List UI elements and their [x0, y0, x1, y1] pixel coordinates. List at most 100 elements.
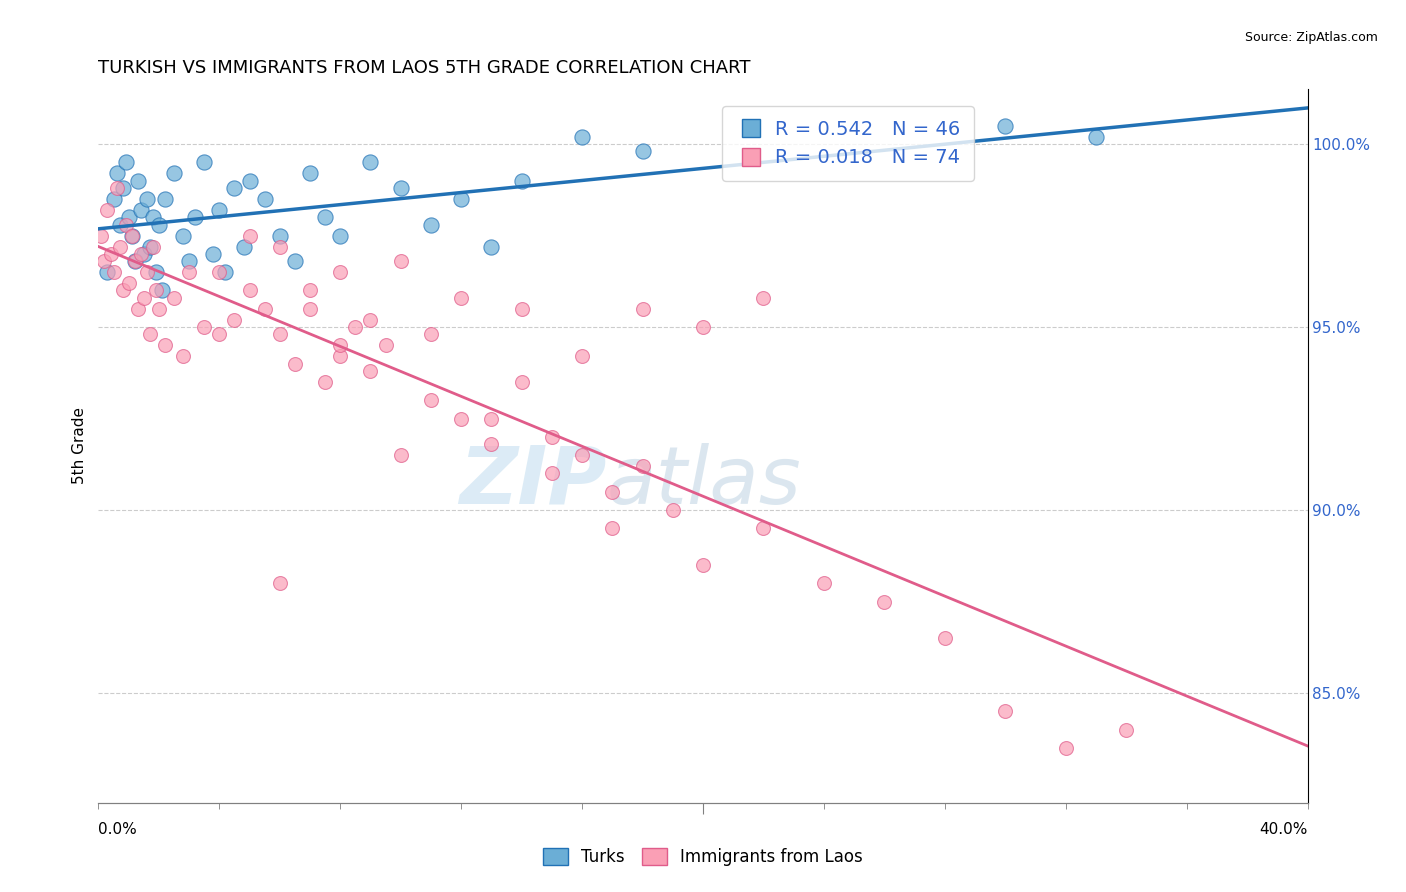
- Point: [631, 301, 654, 316]
- Point: [121, 228, 143, 243]
- Y-axis label: 5th Grade: 5th Grade: [72, 408, 87, 484]
- Point: [105, 181, 128, 195]
- Point: [269, 228, 291, 243]
- Point: [96, 202, 118, 217]
- Point: [118, 211, 141, 225]
- Point: [752, 521, 775, 535]
- Point: [232, 239, 254, 253]
- Point: [510, 174, 533, 188]
- Point: [148, 301, 170, 316]
- Point: [299, 166, 322, 180]
- Point: [114, 218, 136, 232]
- Point: [389, 181, 412, 195]
- Text: Source: ZipAtlas.com: Source: ZipAtlas.com: [1244, 31, 1378, 45]
- Point: [269, 576, 291, 591]
- Point: [108, 239, 131, 253]
- Point: [662, 503, 685, 517]
- Legend: Turks, Immigrants from Laos: Turks, Immigrants from Laos: [537, 841, 869, 873]
- Point: [142, 211, 165, 225]
- Point: [420, 218, 443, 232]
- Point: [172, 349, 194, 363]
- Point: [239, 284, 262, 298]
- Point: [93, 254, 115, 268]
- Point: [253, 301, 276, 316]
- Point: [105, 166, 128, 180]
- Point: [692, 320, 714, 334]
- Point: [389, 448, 412, 462]
- Point: [179, 254, 201, 268]
- Text: atlas: atlas: [606, 442, 801, 521]
- Point: [127, 301, 149, 316]
- Point: [481, 437, 503, 451]
- Point: [129, 202, 152, 217]
- Point: [541, 467, 564, 481]
- Point: [994, 119, 1017, 133]
- Point: [148, 218, 170, 232]
- Point: [163, 166, 186, 180]
- Point: [284, 357, 307, 371]
- Point: [132, 291, 155, 305]
- Point: [1054, 740, 1077, 755]
- Point: [179, 265, 201, 279]
- Point: [420, 393, 443, 408]
- Point: [510, 301, 533, 316]
- Point: [389, 254, 412, 268]
- Point: [571, 129, 593, 144]
- Point: [360, 364, 382, 378]
- Text: 40.0%: 40.0%: [1260, 822, 1308, 837]
- Point: [100, 247, 122, 261]
- Point: [153, 192, 176, 206]
- Point: [481, 239, 503, 253]
- Point: [631, 459, 654, 474]
- Point: [90, 228, 112, 243]
- Point: [139, 327, 162, 342]
- Point: [163, 291, 186, 305]
- Point: [184, 211, 207, 225]
- Point: [314, 211, 336, 225]
- Point: [121, 228, 143, 243]
- Point: [374, 338, 396, 352]
- Point: [202, 247, 225, 261]
- Point: [994, 704, 1017, 718]
- Point: [96, 265, 118, 279]
- Point: [450, 192, 472, 206]
- Point: [813, 576, 835, 591]
- Point: [571, 349, 593, 363]
- Point: [111, 181, 134, 195]
- Point: [344, 320, 367, 334]
- Point: [269, 327, 291, 342]
- Point: [602, 521, 624, 535]
- Point: [150, 284, 173, 298]
- Point: [329, 265, 352, 279]
- Point: [135, 192, 157, 206]
- Point: [214, 265, 236, 279]
- Point: [139, 239, 162, 253]
- Point: [111, 284, 134, 298]
- Point: [314, 375, 336, 389]
- Point: [193, 320, 215, 334]
- Point: [132, 247, 155, 261]
- Point: [450, 291, 472, 305]
- Point: [103, 265, 125, 279]
- Point: [360, 312, 382, 326]
- Point: [103, 192, 125, 206]
- Point: [752, 291, 775, 305]
- Point: [208, 265, 231, 279]
- Point: [208, 327, 231, 342]
- Point: [360, 155, 382, 169]
- Point: [108, 218, 131, 232]
- Point: [602, 484, 624, 499]
- Text: TURKISH VS IMMIGRANTS FROM LAOS 5TH GRADE CORRELATION CHART: TURKISH VS IMMIGRANTS FROM LAOS 5TH GRAD…: [98, 59, 751, 77]
- Point: [239, 228, 262, 243]
- Point: [329, 228, 352, 243]
- Point: [208, 202, 231, 217]
- Point: [692, 558, 714, 572]
- Point: [239, 174, 262, 188]
- Point: [135, 265, 157, 279]
- Point: [571, 448, 593, 462]
- Text: 0.0%: 0.0%: [98, 822, 138, 837]
- Point: [510, 375, 533, 389]
- Text: ZIP: ZIP: [458, 442, 606, 521]
- Point: [145, 284, 167, 298]
- Point: [299, 284, 322, 298]
